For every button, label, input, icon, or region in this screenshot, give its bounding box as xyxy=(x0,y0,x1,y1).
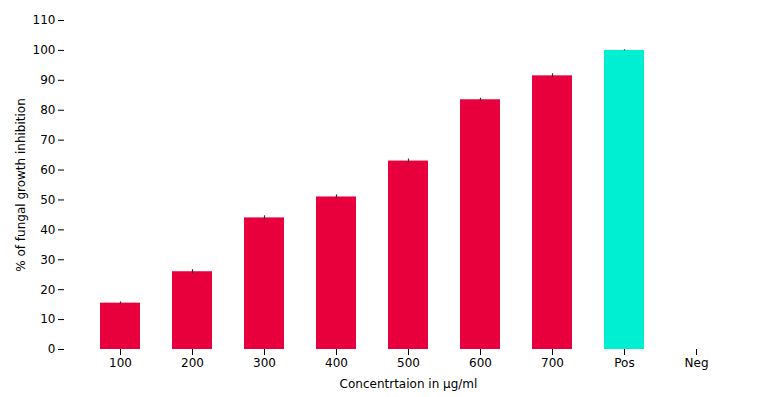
svg-text:30: 30 xyxy=(40,253,55,267)
svg-text:600: 600 xyxy=(469,356,492,370)
svg-text:Pos: Pos xyxy=(614,356,634,370)
svg-text:10: 10 xyxy=(40,312,55,326)
svg-text:0: 0 xyxy=(48,342,56,356)
svg-text:700: 700 xyxy=(541,356,564,370)
svg-text:100: 100 xyxy=(33,43,56,57)
svg-text:300: 300 xyxy=(253,356,276,370)
svg-text:500: 500 xyxy=(397,356,420,370)
svg-text:60: 60 xyxy=(40,163,55,177)
svg-text:110: 110 xyxy=(33,13,56,27)
svg-text:100: 100 xyxy=(109,356,132,370)
svg-text:70: 70 xyxy=(40,133,55,147)
svg-text:20: 20 xyxy=(40,283,55,297)
svg-text:40: 40 xyxy=(40,223,55,237)
svg-text:400: 400 xyxy=(325,356,348,370)
svg-text:90: 90 xyxy=(40,73,55,87)
svg-text:% of fungal growth inhibition: % of fungal growth inhibition xyxy=(14,98,28,272)
svg-text:Neg: Neg xyxy=(685,356,709,370)
svg-text:Concentrtaion in μg/ml: Concentrtaion in μg/ml xyxy=(340,377,478,391)
svg-text:80: 80 xyxy=(40,103,55,117)
svg-text:200: 200 xyxy=(181,356,204,370)
svg-text:50: 50 xyxy=(40,193,55,207)
